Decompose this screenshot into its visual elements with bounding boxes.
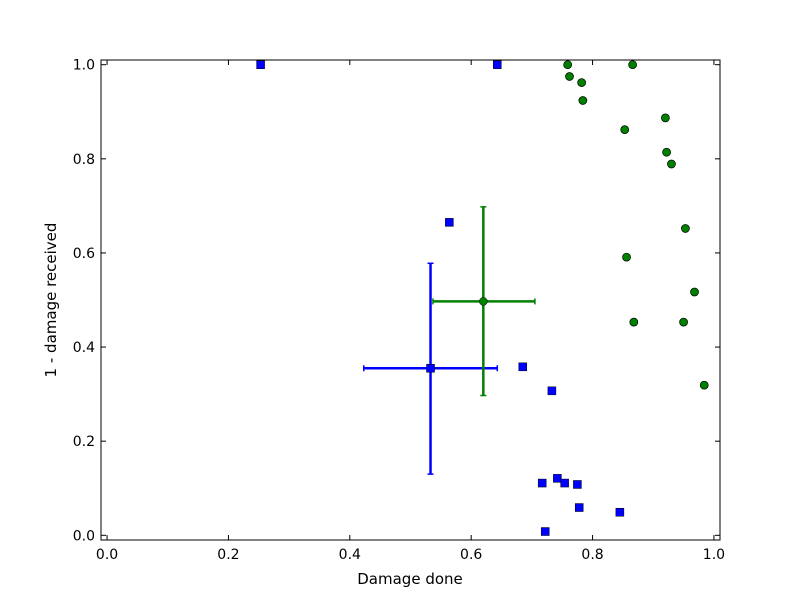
data-point-circle bbox=[577, 78, 586, 87]
x-tick-label: 1.0 bbox=[703, 547, 725, 563]
data-points bbox=[256, 60, 709, 536]
data-point-square bbox=[518, 362, 528, 372]
data-point-square bbox=[553, 474, 562, 483]
y-axis-label: 1 - damage received bbox=[42, 223, 60, 378]
data-point-square bbox=[537, 478, 547, 488]
x-tick-label: 0.8 bbox=[581, 547, 603, 563]
data-point-square bbox=[560, 478, 569, 488]
x-tick-label: 0.2 bbox=[217, 547, 239, 563]
y-tick-label: 1.0 bbox=[73, 58, 95, 74]
axis-ticks: 0.0 0.2 0.4 0.6 0.8 1.0 0.0 0.2 0.4 0.6 0.8 1.0 bbox=[73, 58, 725, 563]
data-point-circle bbox=[662, 147, 671, 157]
errorbar-mean-marker bbox=[426, 363, 435, 373]
data-point-circle bbox=[679, 317, 688, 327]
data-point-circle bbox=[661, 113, 670, 123]
x-tick-label: 0.4 bbox=[339, 547, 361, 563]
plot-frame bbox=[100, 59, 721, 541]
data-point-square bbox=[574, 503, 584, 512]
data-point-circle bbox=[622, 252, 631, 262]
y-tick-label: 0.4 bbox=[73, 340, 95, 356]
error-bars bbox=[363, 206, 536, 475]
x-axis-label: Damage done bbox=[357, 570, 463, 588]
data-point-square bbox=[540, 527, 550, 536]
data-point-circle bbox=[563, 60, 573, 70]
data-point-square bbox=[547, 386, 557, 396]
data-point-circle bbox=[578, 96, 588, 105]
data-point-circle bbox=[620, 125, 630, 134]
data-point-circle bbox=[699, 380, 709, 390]
data-point-circle bbox=[628, 60, 637, 70]
data-point-circle bbox=[565, 72, 574, 81]
y-tick-label: 0.8 bbox=[73, 152, 95, 168]
data-point-square bbox=[573, 480, 582, 489]
data-point-circle bbox=[681, 224, 690, 233]
x-tick-label: 0.0 bbox=[96, 547, 118, 563]
y-tick-label: 0.0 bbox=[73, 528, 95, 544]
x-tick-label: 0.6 bbox=[460, 547, 482, 563]
data-point-square bbox=[615, 507, 625, 517]
y-tick-label: 0.6 bbox=[73, 246, 95, 262]
errorbar-mean-marker bbox=[479, 297, 488, 306]
data-point-square bbox=[256, 60, 265, 69]
data-point-circle bbox=[629, 317, 639, 327]
y-tick-label: 0.2 bbox=[73, 434, 95, 450]
data-point-square bbox=[493, 60, 502, 69]
data-point-circle bbox=[667, 159, 676, 169]
data-point-circle bbox=[690, 287, 699, 297]
data-point-square bbox=[445, 218, 454, 227]
